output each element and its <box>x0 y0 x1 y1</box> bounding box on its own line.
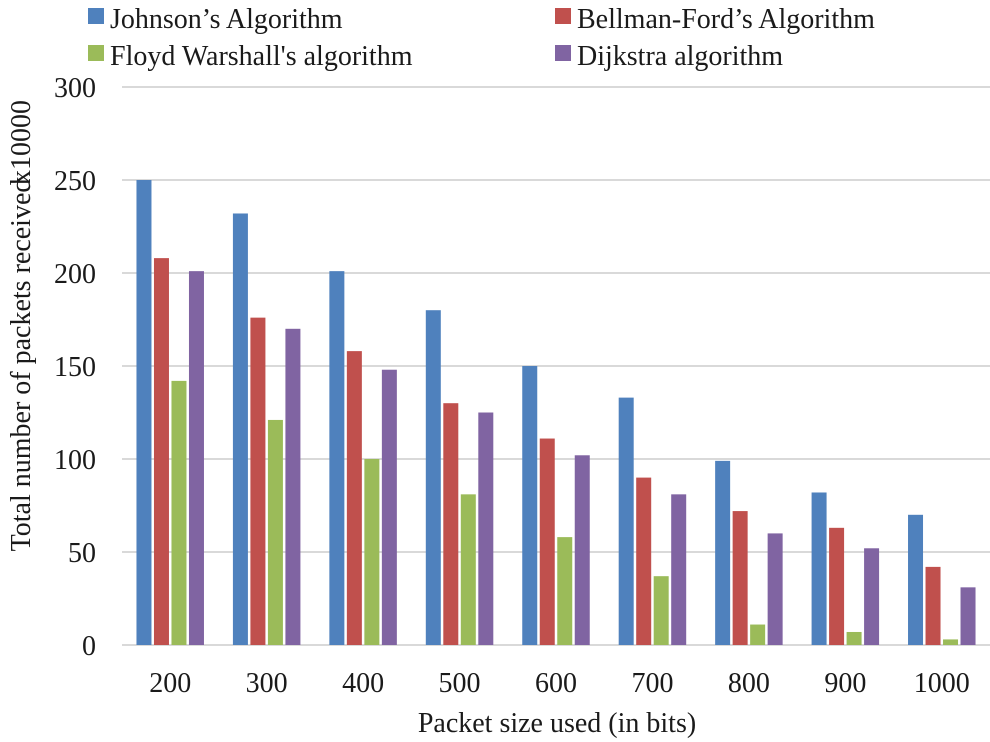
bar-bellman-ford-s-algorithm-1000 <box>925 566 941 645</box>
bar-bellman-ford-s-algorithm-800 <box>732 511 748 645</box>
bar-bellman-ford-s-algorithm-400 <box>346 351 362 645</box>
bars <box>136 180 976 646</box>
x-tick-label: 400 <box>342 668 384 699</box>
y-axis-ticks: 0 50 100 150 200 250 300 <box>54 73 96 662</box>
x-axis-title: Packet size used (in bits) <box>418 708 696 739</box>
bar-johnson-s-algorithm-800 <box>715 460 731 645</box>
legend-label: Bellman-Ford’s Algorithm <box>577 4 875 35</box>
legend-swatch <box>555 8 571 24</box>
x-tick-label: 1000 <box>914 668 970 699</box>
bar-floyd-warshall-s-algorithm-500 <box>460 494 476 645</box>
bar-dijkstra-algorithm-400 <box>381 369 397 645</box>
y-axis-multiplier: x10000 <box>6 100 37 184</box>
bar-bellman-ford-s-algorithm-900 <box>829 527 845 645</box>
bar-johnson-s-algorithm-200 <box>136 180 152 645</box>
y-tick-label: 150 <box>54 352 96 383</box>
y-tick-label: 250 <box>54 166 96 197</box>
bar-dijkstra-algorithm-700 <box>671 494 687 645</box>
bar-dijkstra-algorithm-600 <box>574 455 590 645</box>
bar-dijkstra-algorithm-900 <box>864 548 880 645</box>
x-tick-label: 800 <box>728 668 770 699</box>
bar-floyd-warshall-s-algorithm-200 <box>171 380 187 645</box>
bar-floyd-warshall-s-algorithm-600 <box>557 537 573 645</box>
bar-johnson-s-algorithm-400 <box>329 271 345 645</box>
legend-swatch <box>88 45 104 61</box>
y-axis-title: Total number of packets received <box>6 179 37 552</box>
bar-johnson-s-algorithm-500 <box>425 310 441 645</box>
bar-bellman-ford-s-algorithm-500 <box>443 403 459 645</box>
bar-floyd-warshall-s-algorithm-900 <box>846 631 862 645</box>
bar-dijkstra-algorithm-300 <box>285 328 301 645</box>
bar-dijkstra-algorithm-800 <box>767 533 783 645</box>
gridlines <box>122 86 990 646</box>
x-tick-label: 700 <box>631 668 673 699</box>
bar-johnson-s-algorithm-300 <box>232 213 248 646</box>
bar-johnson-s-algorithm-900 <box>811 492 827 645</box>
y-tick-label: 0 <box>82 631 96 662</box>
bar-bellman-ford-s-algorithm-200 <box>153 258 169 645</box>
legend-swatch <box>88 8 104 24</box>
bar-floyd-warshall-s-algorithm-400 <box>364 459 380 645</box>
bar-johnson-s-algorithm-700 <box>618 397 634 645</box>
legend: Johnson’s Algorithm Bellman-Ford’s Algori… <box>88 4 875 72</box>
bar-floyd-warshall-s-algorithm-300 <box>267 419 283 645</box>
legend-label: Johnson’s Algorithm <box>110 4 343 35</box>
bar-johnson-s-algorithm-600 <box>522 366 538 645</box>
x-tick-label: 500 <box>439 668 481 699</box>
x-tick-label: 900 <box>824 668 866 699</box>
y-tick-label: 50 <box>68 538 96 569</box>
legend-label: Dijkstra algorithm <box>577 41 783 72</box>
y-tick-label: 300 <box>54 73 96 104</box>
bar-floyd-warshall-s-algorithm-800 <box>750 624 766 645</box>
bar-bellman-ford-s-algorithm-300 <box>250 317 266 645</box>
x-tick-label: 200 <box>149 668 191 699</box>
bar-bellman-ford-s-algorithm-700 <box>636 477 652 645</box>
bar-dijkstra-algorithm-200 <box>188 271 204 645</box>
bar-dijkstra-algorithm-1000 <box>960 587 976 645</box>
legend-swatch <box>555 45 571 61</box>
bar-johnson-s-algorithm-1000 <box>908 514 924 645</box>
bar-bellman-ford-s-algorithm-600 <box>539 438 555 645</box>
x-tick-label: 600 <box>535 668 577 699</box>
y-tick-label: 100 <box>54 445 96 476</box>
bar-floyd-warshall-s-algorithm-700 <box>653 576 669 645</box>
legend-label: Floyd Warshall's algorithm <box>110 41 413 72</box>
bar-floyd-warshall-s-algorithm-1000 <box>943 639 959 645</box>
bar-dijkstra-algorithm-500 <box>478 412 494 645</box>
y-tick-label: 200 <box>54 259 96 290</box>
x-axis-ticks: 200 300 400 500 600 700 800 900 1000 <box>149 668 970 699</box>
x-tick-label: 300 <box>246 668 288 699</box>
